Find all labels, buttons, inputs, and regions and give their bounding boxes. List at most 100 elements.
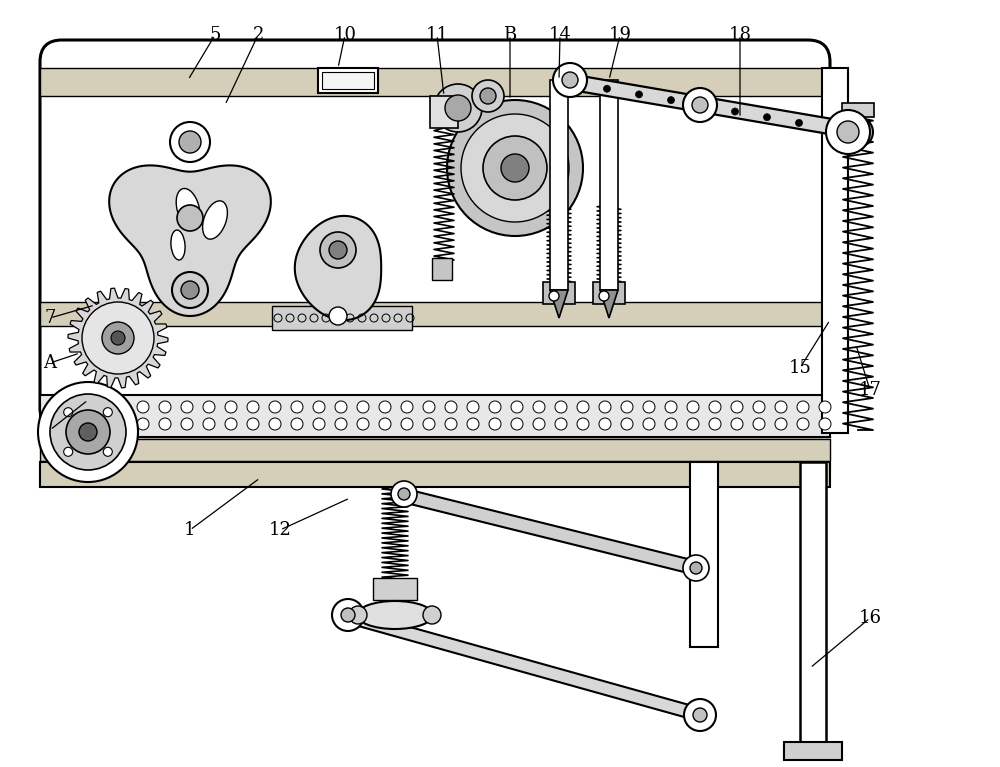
Text: 14: 14 xyxy=(549,26,571,44)
Circle shape xyxy=(797,418,809,430)
Text: 11: 11 xyxy=(426,26,448,44)
Circle shape xyxy=(225,401,237,413)
Circle shape xyxy=(38,382,138,482)
Circle shape xyxy=(467,418,479,430)
Circle shape xyxy=(103,408,112,416)
Circle shape xyxy=(621,418,633,430)
Circle shape xyxy=(93,418,105,430)
Circle shape xyxy=(434,84,482,132)
Circle shape xyxy=(82,302,154,374)
Circle shape xyxy=(731,401,743,413)
Circle shape xyxy=(467,401,479,413)
Text: 12: 12 xyxy=(269,521,291,539)
Text: 15: 15 xyxy=(789,359,811,377)
Circle shape xyxy=(533,401,545,413)
Circle shape xyxy=(379,401,391,413)
Bar xyxy=(822,68,848,433)
Circle shape xyxy=(533,418,545,430)
Text: B: B xyxy=(503,26,517,44)
Bar xyxy=(322,72,374,89)
Bar xyxy=(40,462,830,487)
Circle shape xyxy=(692,97,708,113)
Bar xyxy=(272,306,412,330)
Circle shape xyxy=(313,401,325,413)
Circle shape xyxy=(577,418,589,430)
Polygon shape xyxy=(342,608,702,722)
Circle shape xyxy=(683,555,709,581)
Circle shape xyxy=(665,418,677,430)
Circle shape xyxy=(709,401,721,413)
Circle shape xyxy=(379,418,391,430)
Circle shape xyxy=(577,401,589,413)
Circle shape xyxy=(489,401,501,413)
Circle shape xyxy=(828,125,834,132)
Circle shape xyxy=(690,562,702,574)
Circle shape xyxy=(335,418,347,430)
Circle shape xyxy=(332,599,364,631)
Circle shape xyxy=(775,418,787,430)
Circle shape xyxy=(709,418,721,430)
Circle shape xyxy=(291,401,303,413)
Circle shape xyxy=(137,401,149,413)
Circle shape xyxy=(753,418,765,430)
Circle shape xyxy=(225,418,237,430)
Circle shape xyxy=(64,447,73,456)
Bar xyxy=(40,302,830,326)
Bar xyxy=(600,80,618,290)
Circle shape xyxy=(349,606,367,624)
Circle shape xyxy=(621,401,633,413)
Circle shape xyxy=(401,418,413,430)
Bar xyxy=(784,742,842,760)
Circle shape xyxy=(423,606,441,624)
Circle shape xyxy=(445,418,457,430)
Circle shape xyxy=(549,291,559,301)
Circle shape xyxy=(423,418,435,430)
Text: 2: 2 xyxy=(252,26,264,44)
Circle shape xyxy=(181,401,193,413)
Circle shape xyxy=(764,114,770,120)
Circle shape xyxy=(843,117,873,147)
Circle shape xyxy=(489,418,501,430)
Circle shape xyxy=(643,401,655,413)
Ellipse shape xyxy=(171,230,185,260)
Circle shape xyxy=(511,401,523,413)
Text: 17: 17 xyxy=(859,381,881,399)
Circle shape xyxy=(604,85,610,92)
Circle shape xyxy=(329,307,347,325)
Bar xyxy=(543,282,575,304)
Circle shape xyxy=(684,699,716,731)
Circle shape xyxy=(819,401,831,413)
Circle shape xyxy=(115,418,127,430)
Circle shape xyxy=(357,418,369,430)
Circle shape xyxy=(693,708,707,722)
Bar xyxy=(550,80,568,290)
Circle shape xyxy=(731,418,743,430)
Polygon shape xyxy=(295,216,381,320)
Text: 19: 19 xyxy=(608,26,632,44)
Circle shape xyxy=(49,418,61,430)
Circle shape xyxy=(480,88,496,104)
Circle shape xyxy=(177,205,203,231)
Circle shape xyxy=(64,408,73,416)
Circle shape xyxy=(313,418,325,430)
Circle shape xyxy=(269,401,281,413)
Circle shape xyxy=(687,418,699,430)
Circle shape xyxy=(179,131,201,153)
Bar xyxy=(842,103,874,117)
Circle shape xyxy=(357,401,369,413)
Circle shape xyxy=(79,423,97,441)
Circle shape xyxy=(269,418,281,430)
Circle shape xyxy=(775,401,787,413)
Circle shape xyxy=(423,401,435,413)
Circle shape xyxy=(398,488,410,500)
Bar xyxy=(40,395,830,437)
Polygon shape xyxy=(550,290,568,318)
Circle shape xyxy=(401,401,413,413)
Circle shape xyxy=(172,272,208,308)
Circle shape xyxy=(445,95,471,121)
Circle shape xyxy=(203,401,215,413)
Polygon shape xyxy=(558,72,852,138)
Bar xyxy=(430,96,458,128)
Polygon shape xyxy=(68,288,168,388)
Circle shape xyxy=(687,401,699,413)
